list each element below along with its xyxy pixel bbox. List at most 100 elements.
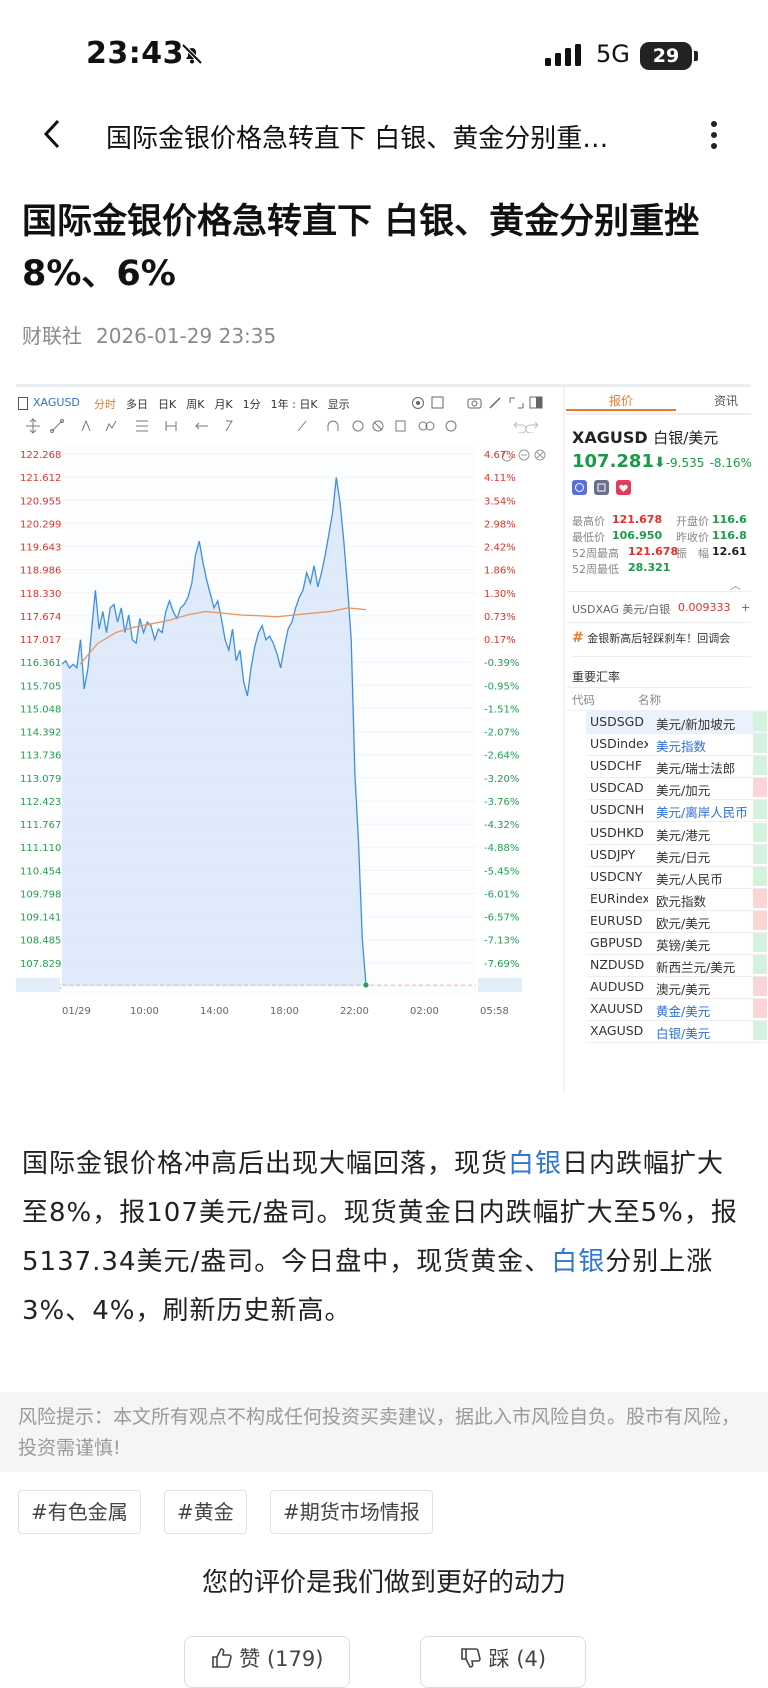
rate-name: 美元/瑞士法郎 xyxy=(656,761,736,777)
chart-tab[interactable]: 显示 xyxy=(327,398,350,411)
quote-stat-value: 28.321 xyxy=(628,561,671,574)
panel-toggle-icon[interactable] xyxy=(18,396,28,410)
rate-row[interactable]: USDJPY 美元/日元 xyxy=(586,843,767,867)
quote-stat-value: 116.8 xyxy=(712,529,747,542)
drawing-tools xyxy=(26,418,466,438)
tab-quote[interactable]: 报价 xyxy=(609,394,634,408)
chart-tab[interactable]: 月K xyxy=(214,398,233,411)
pct-tick-label: -2.07% xyxy=(484,728,519,739)
zoom-controls[interactable] xyxy=(501,447,550,466)
rates-title: 重要汇率 xyxy=(572,670,621,684)
x-tick-label: 01/29 xyxy=(62,1006,91,1017)
rate-row[interactable]: XAUUSD 黄金/美元 xyxy=(586,997,767,1022)
rate-row[interactable]: USDindex 美元指数 xyxy=(586,732,767,757)
pct-tick-label: -3.20% xyxy=(484,774,519,785)
news-banner[interactable]: # 金银新高后轻踩刹车！回调会 xyxy=(572,630,751,657)
article-source[interactable]: 财联社 xyxy=(22,324,82,348)
dislike-count: (4) xyxy=(516,1647,547,1671)
article-body: 国际金银价格冲高后出现大幅回落，现货白银日内跌幅扩大至8%，报107美元/盎司。… xyxy=(22,1140,750,1336)
silver-link[interactable]: 白银 xyxy=(508,1149,563,1179)
price-line xyxy=(61,477,367,986)
rates-header: 代码 名称 xyxy=(566,687,751,711)
dislike-label: 踩 xyxy=(488,1647,510,1671)
tab-news[interactable]: 资讯 xyxy=(714,394,739,408)
pct-tick-label: -7.13% xyxy=(484,936,519,947)
chart-tab[interactable]: 分时 xyxy=(94,398,116,411)
x-tick-label: 10:00 xyxy=(130,1006,159,1017)
y-tick-label: 116.361 xyxy=(20,658,61,669)
rate-change-chip xyxy=(753,933,767,952)
more-vertical-icon[interactable] xyxy=(710,120,718,154)
rate-row[interactable]: USDCNH 美元/离岸人民币 xyxy=(586,798,767,823)
quote-stat-label: 52周最高 xyxy=(572,547,619,560)
like-button[interactable]: 赞 (179) xyxy=(184,1636,350,1688)
chart-tab[interactable]: 周K xyxy=(186,398,205,411)
chart-tab[interactable]: 1年 : 日K xyxy=(270,398,318,411)
y-tick-label: 114.392 xyxy=(20,728,61,739)
down-arrow-icon: ⬇ xyxy=(653,455,666,471)
rate-change-chip xyxy=(753,734,767,754)
tag-nonferrous-metals[interactable]: #有色金属 xyxy=(18,1490,141,1534)
tag-futures-intel[interactable]: #期货市场情报 xyxy=(270,1490,433,1534)
rate-row[interactable]: USDCHF 美元/瑞士法郎 xyxy=(586,754,767,779)
hash-icon: # xyxy=(572,630,584,646)
status-time: 23:43 xyxy=(86,36,184,71)
rate-row[interactable]: GBPUSD 英镑/美元 xyxy=(586,931,767,955)
chart-image: XAGUSD 分时 多日 日K 周K 月K 1分 1年 : 日K 显示 122.268 121.… xyxy=(16,384,767,1092)
quote-stat-label: 开盘价 xyxy=(676,515,709,528)
rate-row[interactable]: EURUSD 欧元/美元 xyxy=(586,909,767,933)
cross-rate-row[interactable]: USDXAG 美元/白银 0.009333 + xyxy=(566,591,751,623)
quote-stat-label: 最高价 xyxy=(572,515,605,528)
body-text-3: 分别上涨3%、4%，刷新历史新高。 xyxy=(22,1247,714,1326)
rate-row[interactable]: AUDUSD 澳元/美元 xyxy=(586,975,767,1000)
rate-row[interactable]: USDCNY 美元/人民币 xyxy=(586,865,767,889)
pct-tick-label: -1.51% xyxy=(484,704,519,715)
pct-tick-label: 0.73% xyxy=(484,612,516,623)
chart-tab[interactable]: 多日 xyxy=(126,398,148,411)
pct-tick-label: -2.64% xyxy=(484,751,519,762)
rate-row[interactable]: NZDUSD 新西兰元/美元 xyxy=(586,953,767,978)
rates-header-code: 代码 xyxy=(572,693,595,707)
quote-stat-label: 52周最低 xyxy=(572,563,619,576)
dislike-button[interactable]: 踩 (4) xyxy=(420,1636,586,1688)
rate-change-chip xyxy=(753,778,767,798)
y-tick-label: 109.141 xyxy=(20,913,61,924)
quote-stat-value: 121.678 xyxy=(612,513,663,526)
body-text-1: 国际金银价格冲高后出现大幅回落，现货 xyxy=(22,1149,509,1179)
quote-stat-row: 最低价 106.950 昨收价 116.8 xyxy=(572,529,752,545)
article-datetime: 2026-01-29 23:35 xyxy=(96,324,277,348)
tag-gold[interactable]: #黄金 xyxy=(164,1490,247,1534)
y-tick-label: 120.955 xyxy=(20,496,61,507)
y-tick-label: 113.079 xyxy=(20,774,61,785)
quote-stat-label: 昨收价 xyxy=(676,531,709,544)
chart-tab[interactable]: 1分 xyxy=(242,398,261,411)
pct-tick-label: 1.30% xyxy=(484,589,516,600)
rate-name: 欧元/美元 xyxy=(656,915,711,931)
back-chevron-icon[interactable] xyxy=(42,118,62,154)
chart-tab[interactable]: 日K xyxy=(158,398,177,411)
collapse-chevron-icon[interactable]: ︿ xyxy=(730,579,741,592)
undo-redo-icons[interactable] xyxy=(510,418,542,437)
rate-code: XAUUSD xyxy=(590,1001,643,1017)
quote-stat-value: 12.61 xyxy=(712,545,747,558)
silver-link-2[interactable]: 白银 xyxy=(551,1247,606,1277)
quote-stat-label: 最低价 xyxy=(572,531,605,544)
rate-change-chip xyxy=(753,800,767,820)
x-tick-label: 02:00 xyxy=(410,1006,439,1017)
rate-row[interactable]: EURindex 欧元指数 xyxy=(586,887,767,911)
pct-tick-label: -0.39% xyxy=(484,658,519,669)
rate-code: GBPUSD xyxy=(590,935,643,950)
rate-name: 白银/美元 xyxy=(656,1026,711,1042)
rate-name: 美元/离岸人民币 xyxy=(656,805,748,821)
last-pct-label-bg xyxy=(478,978,522,993)
rate-row[interactable]: USDHKD 美元/港元 xyxy=(586,821,767,845)
rate-row[interactable]: XAGUSD 白银/美元 xyxy=(586,1019,767,1044)
rate-row[interactable]: USDSGD 美元/新加坡元 xyxy=(586,710,767,734)
rate-code: USDSGD xyxy=(590,714,644,729)
rate-row[interactable]: USDCAD 美元/加元 xyxy=(586,776,767,801)
y-tick-label: 117.017 xyxy=(20,635,61,646)
y-tick-label: 122.268 xyxy=(20,450,61,461)
rate-change-chip xyxy=(753,999,767,1019)
rate-name: 澳元/美元 xyxy=(656,982,711,998)
avg-price-line xyxy=(79,607,367,665)
